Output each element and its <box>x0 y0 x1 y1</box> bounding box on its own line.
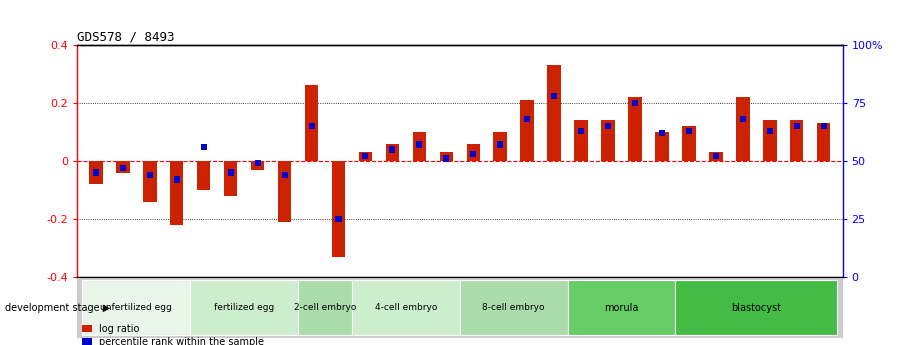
Bar <box>628 97 641 161</box>
Bar <box>278 161 292 222</box>
Bar <box>605 123 611 129</box>
Text: morula: morula <box>604 303 639 313</box>
Bar <box>547 65 561 161</box>
Bar <box>251 161 265 170</box>
Bar <box>520 100 534 161</box>
Legend: log ratio, percentile rank within the sample: log ratio, percentile rank within the sa… <box>82 324 265 345</box>
Bar <box>352 280 460 335</box>
Bar <box>655 132 669 161</box>
Bar <box>574 120 588 161</box>
Bar <box>304 86 318 161</box>
Bar <box>494 132 507 161</box>
Text: fertilized egg: fertilized egg <box>214 303 275 312</box>
Bar <box>497 141 503 148</box>
Bar <box>174 176 179 183</box>
Bar <box>200 144 207 150</box>
Bar <box>790 120 804 161</box>
Bar <box>578 128 584 134</box>
Bar <box>632 100 638 106</box>
Bar <box>255 160 261 166</box>
Bar <box>143 161 157 201</box>
Bar <box>335 216 342 222</box>
Bar <box>282 172 287 178</box>
Text: 4-cell embryo: 4-cell embryo <box>375 303 437 312</box>
Bar <box>740 116 746 122</box>
Bar <box>224 161 237 196</box>
Bar <box>386 144 400 161</box>
Bar <box>120 165 126 171</box>
Bar <box>467 144 480 161</box>
Bar <box>197 161 210 190</box>
Bar <box>92 169 99 176</box>
Bar <box>359 152 372 161</box>
Bar <box>460 280 568 335</box>
Bar <box>821 123 827 129</box>
Bar <box>794 123 800 129</box>
Bar <box>659 130 665 136</box>
Text: development stage ▶: development stage ▶ <box>5 303 110 313</box>
Bar <box>362 153 369 159</box>
Text: unfertilized egg: unfertilized egg <box>101 303 172 312</box>
Bar <box>551 93 557 99</box>
Bar <box>763 120 776 161</box>
Bar <box>568 280 676 335</box>
Bar <box>525 116 530 122</box>
Bar <box>147 172 153 178</box>
Bar <box>676 280 837 335</box>
Bar <box>439 152 453 161</box>
Text: 8-cell embryo: 8-cell embryo <box>483 303 545 312</box>
Bar <box>470 151 477 157</box>
Bar <box>190 280 298 335</box>
Bar <box>298 280 352 335</box>
Bar <box>602 120 615 161</box>
Bar <box>817 123 831 161</box>
Bar <box>309 123 314 129</box>
Bar <box>686 128 692 134</box>
Text: blastocyst: blastocyst <box>731 303 781 313</box>
Bar <box>713 153 719 159</box>
Bar <box>682 126 696 161</box>
Bar <box>412 132 426 161</box>
Bar <box>709 152 723 161</box>
Text: GDS578 / 8493: GDS578 / 8493 <box>77 31 175 44</box>
Bar <box>82 280 190 335</box>
Bar <box>443 155 449 162</box>
Bar <box>89 161 102 184</box>
Bar <box>227 169 234 176</box>
Bar <box>766 128 773 134</box>
Bar <box>170 161 184 225</box>
Bar <box>332 161 345 257</box>
Bar <box>736 97 749 161</box>
Bar <box>417 141 422 148</box>
Bar <box>390 146 395 152</box>
Text: 2-cell embryo: 2-cell embryo <box>294 303 356 312</box>
Bar <box>116 161 130 172</box>
